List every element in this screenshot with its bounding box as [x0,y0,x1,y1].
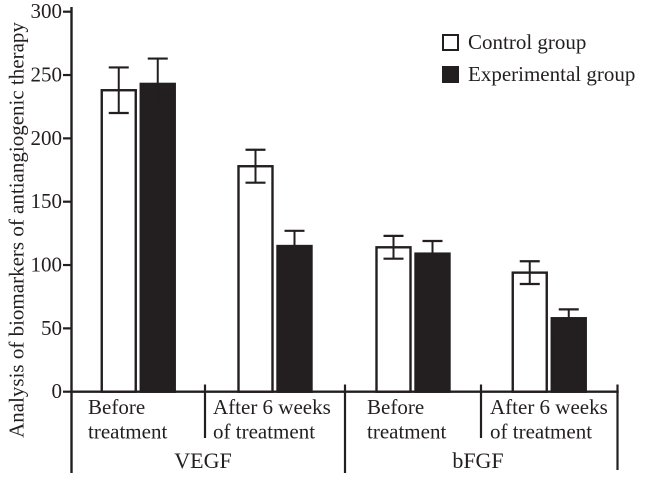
legend-item-experimental: Experimental group [442,62,635,87]
bar [100,89,137,393]
category-label: of treatment [213,420,315,444]
y-tick-label: 0 [52,379,63,403]
experimental-group-swatch [442,66,459,83]
legend-label-control: Control group [468,30,587,54]
category-label: Before [88,395,145,419]
y-tick-label: 100 [31,253,63,277]
y-axis-title: Analysis of biomarkers of antiangiogenic… [4,22,29,438]
bar [276,244,313,393]
category-label: treatment [88,420,167,444]
category-label: After 6 weeks [213,395,331,419]
legend: Control group Experimental group [442,30,635,94]
y-tick-label: 50 [41,316,62,340]
category-label: After 6 weeks [490,395,608,419]
y-tick-label: 200 [31,126,63,150]
group-label: bFGF [452,448,503,473]
bar [237,165,274,393]
bar [375,246,412,393]
legend-item-control: Control group [442,30,635,55]
category-label: Before [367,395,424,419]
y-tick-label: 250 [31,63,63,87]
bar [139,82,176,393]
bar [414,252,451,393]
y-tick-label: 300 [31,0,63,23]
category-label: of treatment [490,420,592,444]
control-group-swatch [442,34,459,51]
bar [511,271,548,393]
legend-label-experimental: Experimental group [468,62,636,86]
group-label: VEGF [174,448,231,473]
y-tick-label: 150 [31,189,63,213]
bar [550,317,587,393]
category-label: treatment [367,420,446,444]
